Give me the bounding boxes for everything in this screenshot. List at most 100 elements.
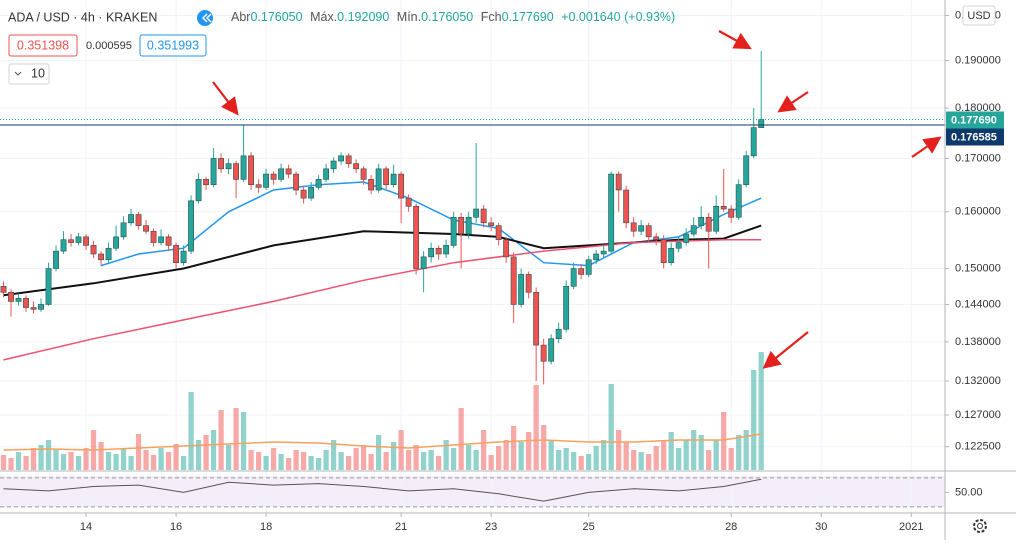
candle-body [435,247,442,255]
indicator-value: 0.000595 [86,40,132,52]
volume-bar [128,456,134,470]
candle-body [713,205,720,232]
candle-body [60,239,67,252]
volume-bar [323,450,329,470]
volume-bar [263,456,269,470]
x-tick-label: 25 [583,521,595,533]
candle-body [75,236,82,243]
volume-bar [556,450,562,470]
volume-bar [623,442,629,470]
candle-body [188,200,194,252]
volume-bar [518,442,524,470]
volume-bar [360,445,367,470]
volume-bar [368,454,374,470]
candle-body [653,236,660,240]
candle-body [578,268,585,275]
volume-bar [593,446,599,470]
candle-body [360,168,367,180]
candle-body [105,247,112,261]
volume-bar [466,445,472,470]
candle-body [203,179,209,185]
volume-bar [338,452,344,470]
volume-bar [300,452,307,470]
candle-body [728,208,735,218]
volume-bar [285,458,292,470]
volume-bar [68,452,74,470]
y-tick-label: 0.150000 [955,262,1001,274]
candle-body [195,179,202,202]
candle-body [38,304,44,310]
x-tick-label: 30 [815,521,827,533]
change: +0.001640 (+0.93%) [561,10,675,24]
candle-body [173,245,179,263]
y-tick-label: 0.160000 [955,206,1001,218]
candle-body [690,225,697,235]
x-tick-label: 28 [725,521,737,533]
indicator-settings[interactable] [8,63,50,85]
volume-bar [571,452,577,470]
volume-bar [421,452,427,470]
toggle-icon[interactable] [197,10,213,26]
candle-body [218,158,225,170]
candle-body [420,256,427,269]
volume-bar [653,446,659,470]
indicator-box[interactable] [139,34,207,57]
candle-body [660,239,667,263]
volume-bar [248,450,254,470]
volume-bar [503,440,509,470]
candle-body [608,173,615,252]
candle-body [308,187,315,199]
volume-bar [743,430,749,470]
candle-body [405,197,412,207]
label: Fch [481,10,502,24]
volume-bar [45,440,52,470]
volume-bar [736,435,742,470]
volume-bar [646,454,652,470]
indicator-box[interactable] [8,34,78,57]
label: Mín. [397,10,421,24]
candle-body [248,155,255,185]
volume-bar [38,445,44,470]
volume-bar [541,425,547,470]
settings-icon-core [977,523,983,529]
candle-body [585,259,592,275]
volume-bar [53,450,59,470]
volume-bar [496,446,502,470]
candle-body [480,208,487,224]
volume-bar [548,440,554,470]
volume-bar [210,430,217,470]
value: 0.176050 [421,10,473,24]
symbol-title[interactable]: ADA / USD · 4h · KRAKEN [8,10,157,24]
volume-bar [158,448,164,470]
volume-bar [165,452,172,470]
volume-bar [721,412,727,470]
candle-body [675,242,682,249]
volume-bar [180,456,187,470]
candle-body [225,163,232,170]
y-tick-label: 0.190000 [955,54,1001,66]
volume-bar [203,435,209,470]
chevron [14,71,22,76]
ohlc-readout: Abr0.176050 Máx.0.192090 Mín.0.176050 Fc… [231,10,675,24]
volume-bar [390,442,397,470]
candle-body [8,292,14,302]
candle-body [615,173,622,191]
y-tick-label: 0.144000 [955,298,1001,310]
y-tick-label: 0.127000 [955,409,1001,421]
volume-bar [443,440,449,470]
rsi-band [0,476,945,507]
settings-icon[interactable] [973,519,987,533]
candle-body [353,163,360,170]
x-tick-label: 2021 [899,521,923,533]
candle-body [390,173,397,185]
candle-body [443,245,450,255]
x-tick-label: 21 [395,521,407,533]
volume-bar [428,450,434,470]
candle-body [510,256,517,305]
volume-bar [413,445,419,470]
candle-body [518,274,525,305]
volume-bar [533,385,539,470]
volume-bar [616,430,622,470]
label: Abr [231,10,250,24]
